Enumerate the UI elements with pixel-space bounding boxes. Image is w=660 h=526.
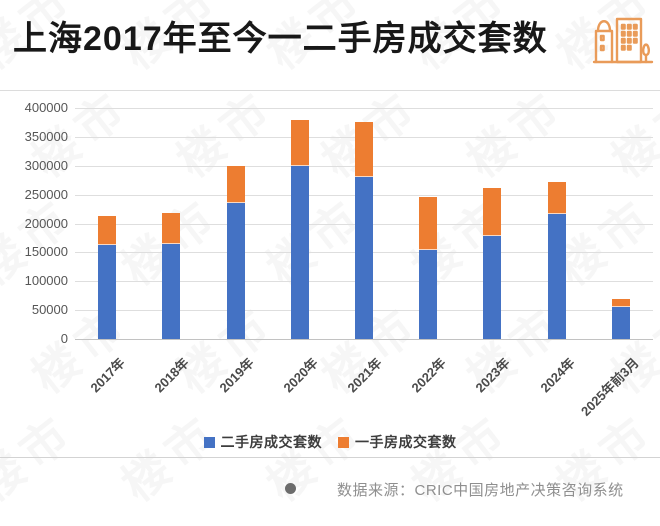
footer-divider	[0, 457, 660, 458]
gridline	[75, 108, 653, 109]
y-axis-labels: 0 50000 100000 150000 200000 250000 300000 3500…	[0, 101, 68, 346]
bar-segment-一手房成交套数-2024年	[547, 181, 566, 215]
y-tick-label: 200000	[24, 215, 68, 231]
stacked-bar-chart: 0 50000 100000 150000 200000 250000 300000 3500…	[0, 95, 660, 419]
bar-segment-一手房成交套数-2019年	[226, 165, 245, 204]
bar-segment-一手房成交套数-2020年	[290, 119, 309, 166]
buildings-icon	[592, 17, 654, 64]
y-tick-label: 0	[60, 331, 68, 346]
y-tick-label: 150000	[24, 244, 68, 260]
legend-label: 一手房成交套数	[355, 434, 457, 450]
bar-segment-二手房成交套数-2025年前3月	[611, 307, 630, 339]
title-divider	[0, 90, 660, 91]
bar-segment-一手房成交套数-2021年	[355, 122, 373, 177]
chart-legend: 二手房成交套数 一手房成交套数	[0, 432, 660, 452]
bar-segment-一手房成交套数-2018年	[162, 212, 181, 245]
bullet-icon	[285, 483, 296, 494]
page-title: 上海2017年至今一二手房成交套数	[13, 20, 548, 58]
legend-item: 二手房成交套数	[203, 432, 323, 452]
bar-segment-二手房成交套数-2017年	[98, 245, 117, 339]
bar-segment-二手房成交套数-2023年	[483, 236, 502, 339]
bar-segment-一手房成交套数-2025年前3月	[611, 298, 630, 308]
bar-segment-一手房成交套数-2023年	[483, 188, 502, 237]
legend-item: 一手房成交套数	[338, 432, 457, 452]
y-tick-label: 100000	[24, 273, 68, 289]
bar-segment-二手房成交套数-2018年	[162, 244, 181, 339]
legend-swatch-icon	[338, 436, 349, 448]
bar-segment-二手房成交套数-2022年	[419, 249, 438, 339]
legend-swatch-icon	[203, 436, 215, 448]
y-tick-label: 250000	[24, 186, 68, 202]
plot-area	[75, 108, 653, 340]
bar-segment-一手房成交套数-2017年	[98, 215, 117, 246]
legend-label: 二手房成交套数	[220, 434, 322, 450]
y-tick-label: 300000	[24, 157, 68, 173]
bar-segment-二手房成交套数-2021年	[355, 176, 373, 339]
data-source-text: 数据来源：CRIC中国房地产决策咨询系统	[337, 482, 624, 499]
bar-segment-二手房成交套数-2020年	[290, 165, 309, 339]
x-axis-line	[75, 339, 653, 340]
y-tick-label: 350000	[24, 128, 68, 144]
bar-segment-一手房成交套数-2022年	[419, 196, 438, 250]
x-axis-labels: 2017年 2018年 2019年 2020年 2021年 2022年 2023年 2024年…	[75, 345, 653, 419]
y-tick-label: 50000	[31, 302, 68, 318]
bar-segment-二手房成交套数-2019年	[226, 203, 245, 339]
y-tick-label: 400000	[24, 100, 68, 115]
bar-segment-二手房成交套数-2024年	[547, 214, 566, 339]
